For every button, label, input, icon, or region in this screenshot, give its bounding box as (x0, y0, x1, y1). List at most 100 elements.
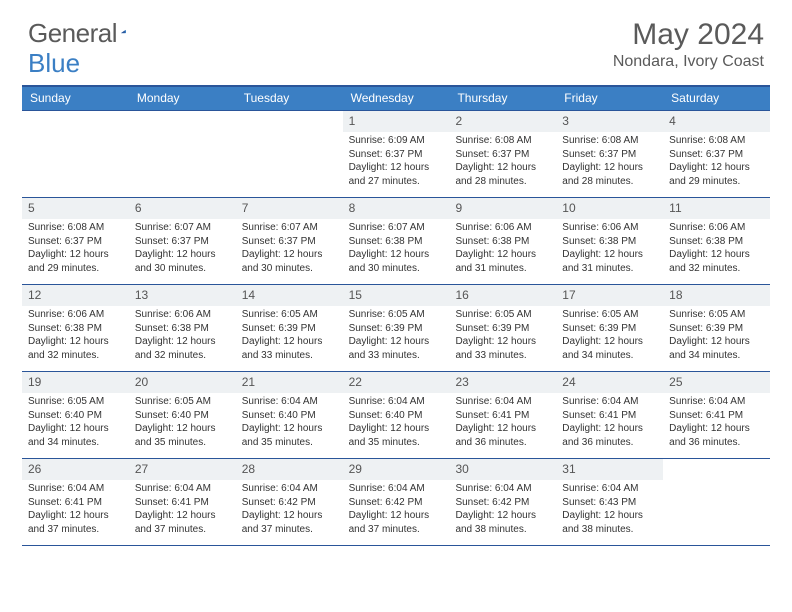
day-cell: 28Sunrise: 6:04 AMSunset: 6:42 PMDayligh… (236, 459, 343, 545)
logo-text-2: Blue (28, 48, 80, 79)
daylight-line: Daylight: 12 hours and 35 minutes. (349, 422, 444, 449)
daylight-line: Daylight: 12 hours and 29 minutes. (28, 248, 123, 275)
sunrise-line: Sunrise: 6:05 AM (562, 308, 657, 322)
day-body: Sunrise: 6:04 AMSunset: 6:42 PMDaylight:… (343, 480, 450, 540)
sunrise-line: Sunrise: 6:05 AM (242, 308, 337, 322)
sunset-line: Sunset: 6:39 PM (669, 322, 764, 336)
sunrise-line: Sunrise: 6:04 AM (349, 395, 444, 409)
sunset-line: Sunset: 6:40 PM (349, 409, 444, 423)
sunrise-line: Sunrise: 6:06 AM (455, 221, 550, 235)
sunrise-line: Sunrise: 6:07 AM (242, 221, 337, 235)
daylight-line: Daylight: 12 hours and 30 minutes. (135, 248, 230, 275)
sunrise-line: Sunrise: 6:06 AM (562, 221, 657, 235)
day-cell: 30Sunrise: 6:04 AMSunset: 6:42 PMDayligh… (449, 459, 556, 545)
daylight-line: Daylight: 12 hours and 37 minutes. (135, 509, 230, 536)
day-body: Sunrise: 6:08 AMSunset: 6:37 PMDaylight:… (449, 132, 556, 192)
day-cell: 10Sunrise: 6:06 AMSunset: 6:38 PMDayligh… (556, 198, 663, 284)
daylight-line: Daylight: 12 hours and 35 minutes. (242, 422, 337, 449)
sunset-line: Sunset: 6:37 PM (242, 235, 337, 249)
day-body: Sunrise: 6:05 AMSunset: 6:39 PMDaylight:… (343, 306, 450, 366)
day-number: 15 (343, 285, 450, 306)
day-body: Sunrise: 6:05 AMSunset: 6:40 PMDaylight:… (129, 393, 236, 453)
sunrise-line: Sunrise: 6:08 AM (562, 134, 657, 148)
sunrise-line: Sunrise: 6:04 AM (669, 395, 764, 409)
day-cell: 16Sunrise: 6:05 AMSunset: 6:39 PMDayligh… (449, 285, 556, 371)
location: Nondara, Ivory Coast (613, 53, 764, 71)
logo: General (28, 18, 149, 49)
sunset-line: Sunset: 6:37 PM (28, 235, 123, 249)
daylight-line: Daylight: 12 hours and 35 minutes. (135, 422, 230, 449)
day-body: Sunrise: 6:05 AMSunset: 6:39 PMDaylight:… (449, 306, 556, 366)
daylight-line: Daylight: 12 hours and 36 minutes. (562, 422, 657, 449)
sunrise-line: Sunrise: 6:05 AM (455, 308, 550, 322)
weekday-header: Saturday (663, 87, 770, 110)
daylight-line: Daylight: 12 hours and 32 minutes. (669, 248, 764, 275)
sunset-line: Sunset: 6:38 PM (135, 322, 230, 336)
day-body: Sunrise: 6:04 AMSunset: 6:40 PMDaylight:… (343, 393, 450, 453)
day-number: 28 (236, 459, 343, 480)
sunrise-line: Sunrise: 6:04 AM (562, 482, 657, 496)
day-body: Sunrise: 6:04 AMSunset: 6:41 PMDaylight:… (556, 393, 663, 453)
daylight-line: Daylight: 12 hours and 32 minutes. (135, 335, 230, 362)
day-number: 10 (556, 198, 663, 219)
day-number: 30 (449, 459, 556, 480)
daylight-line: Daylight: 12 hours and 28 minutes. (562, 161, 657, 188)
day-cell: 24Sunrise: 6:04 AMSunset: 6:41 PMDayligh… (556, 372, 663, 458)
day-body: Sunrise: 6:05 AMSunset: 6:39 PMDaylight:… (236, 306, 343, 366)
day-cell: 19Sunrise: 6:05 AMSunset: 6:40 PMDayligh… (22, 372, 129, 458)
day-number: 14 (236, 285, 343, 306)
day-number: 18 (663, 285, 770, 306)
day-cell: 12Sunrise: 6:06 AMSunset: 6:38 PMDayligh… (22, 285, 129, 371)
sunrise-line: Sunrise: 6:04 AM (28, 482, 123, 496)
sunrise-line: Sunrise: 6:04 AM (455, 395, 550, 409)
weekday-header: Tuesday (236, 87, 343, 110)
sunset-line: Sunset: 6:37 PM (349, 148, 444, 162)
day-body: Sunrise: 6:06 AMSunset: 6:38 PMDaylight:… (22, 306, 129, 366)
daylight-line: Daylight: 12 hours and 33 minutes. (242, 335, 337, 362)
day-cell: 7Sunrise: 6:07 AMSunset: 6:37 PMDaylight… (236, 198, 343, 284)
title-block: May 2024 Nondara, Ivory Coast (613, 18, 764, 71)
month-title: May 2024 (613, 18, 764, 51)
week-row: 26Sunrise: 6:04 AMSunset: 6:41 PMDayligh… (22, 458, 770, 545)
day-number: 6 (129, 198, 236, 219)
day-cell: 15Sunrise: 6:05 AMSunset: 6:39 PMDayligh… (343, 285, 450, 371)
day-cell: 3Sunrise: 6:08 AMSunset: 6:37 PMDaylight… (556, 111, 663, 197)
sunrise-line: Sunrise: 6:07 AM (135, 221, 230, 235)
day-number: 9 (449, 198, 556, 219)
day-cell: 21Sunrise: 6:04 AMSunset: 6:40 PMDayligh… (236, 372, 343, 458)
day-number: 22 (343, 372, 450, 393)
day-cell: 8Sunrise: 6:07 AMSunset: 6:38 PMDaylight… (343, 198, 450, 284)
day-cell: 25Sunrise: 6:04 AMSunset: 6:41 PMDayligh… (663, 372, 770, 458)
day-number: 21 (236, 372, 343, 393)
day-body: Sunrise: 6:04 AMSunset: 6:42 PMDaylight:… (449, 480, 556, 540)
daylight-line: Daylight: 12 hours and 29 minutes. (669, 161, 764, 188)
day-body: Sunrise: 6:07 AMSunset: 6:37 PMDaylight:… (129, 219, 236, 279)
sunset-line: Sunset: 6:38 PM (669, 235, 764, 249)
sunrise-line: Sunrise: 6:04 AM (349, 482, 444, 496)
day-cell: 23Sunrise: 6:04 AMSunset: 6:41 PMDayligh… (449, 372, 556, 458)
day-body: Sunrise: 6:05 AMSunset: 6:40 PMDaylight:… (22, 393, 129, 453)
sunrise-line: Sunrise: 6:05 AM (669, 308, 764, 322)
day-body: Sunrise: 6:06 AMSunset: 6:38 PMDaylight:… (556, 219, 663, 279)
sunset-line: Sunset: 6:40 PM (242, 409, 337, 423)
sunrise-line: Sunrise: 6:06 AM (669, 221, 764, 235)
day-body: Sunrise: 6:04 AMSunset: 6:41 PMDaylight:… (449, 393, 556, 453)
sunset-line: Sunset: 6:41 PM (669, 409, 764, 423)
sunrise-line: Sunrise: 6:08 AM (669, 134, 764, 148)
sunset-line: Sunset: 6:38 PM (562, 235, 657, 249)
day-cell: 11Sunrise: 6:06 AMSunset: 6:38 PMDayligh… (663, 198, 770, 284)
sunset-line: Sunset: 6:38 PM (455, 235, 550, 249)
day-body: Sunrise: 6:04 AMSunset: 6:41 PMDaylight:… (129, 480, 236, 540)
sunset-line: Sunset: 6:42 PM (242, 496, 337, 510)
sunset-line: Sunset: 6:41 PM (135, 496, 230, 510)
logo-triangle-icon (121, 20, 126, 42)
day-cell: 31Sunrise: 6:04 AMSunset: 6:43 PMDayligh… (556, 459, 663, 545)
sunrise-line: Sunrise: 6:08 AM (28, 221, 123, 235)
weekday-header: Friday (556, 87, 663, 110)
day-number: 24 (556, 372, 663, 393)
sunset-line: Sunset: 6:40 PM (135, 409, 230, 423)
day-body: Sunrise: 6:06 AMSunset: 6:38 PMDaylight:… (663, 219, 770, 279)
weekday-header: Monday (129, 87, 236, 110)
sunset-line: Sunset: 6:42 PM (349, 496, 444, 510)
day-cell: 29Sunrise: 6:04 AMSunset: 6:42 PMDayligh… (343, 459, 450, 545)
